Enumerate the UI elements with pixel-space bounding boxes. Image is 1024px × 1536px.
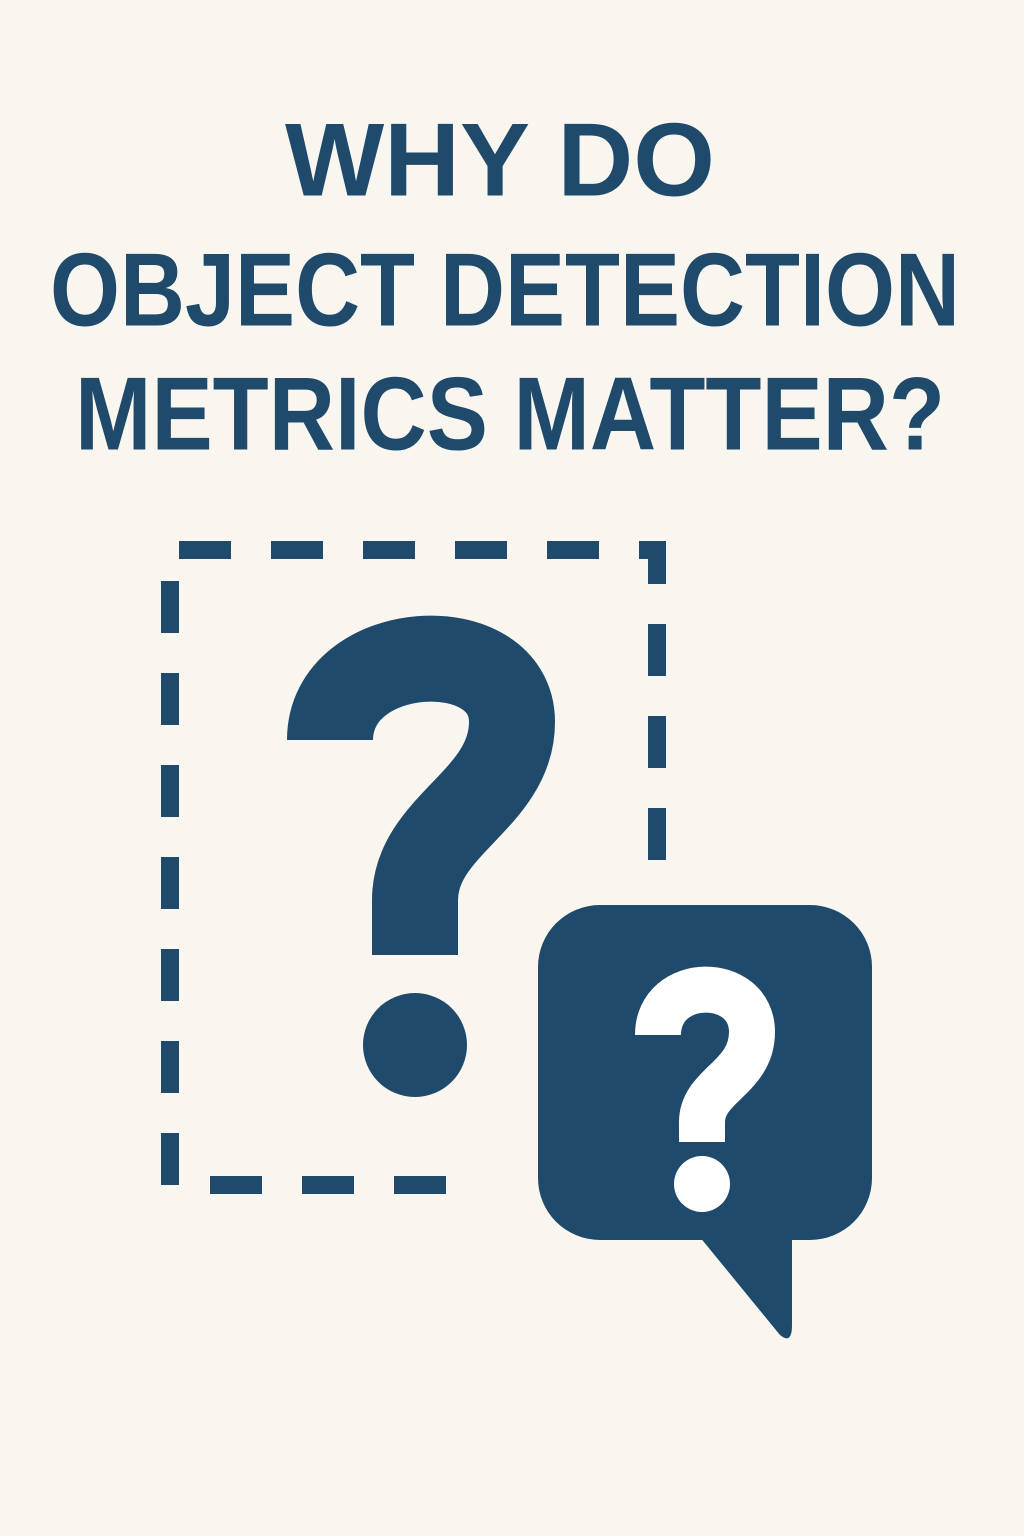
title-line: METRICS MATTER? [75, 356, 945, 472]
speech-bubble [538, 905, 872, 1339]
dashed-bounding-box [161, 541, 666, 1194]
large-question-mark [287, 615, 556, 1097]
bubble-tail [690, 1225, 792, 1339]
title-line: OBJECT DETECTION [50, 232, 960, 348]
bubble-question-hook [635, 966, 776, 1142]
bubble-question-dot [674, 1156, 730, 1212]
question-hook [287, 615, 556, 955]
title-line: WHY DO [285, 102, 715, 218]
question-dot [363, 993, 467, 1097]
